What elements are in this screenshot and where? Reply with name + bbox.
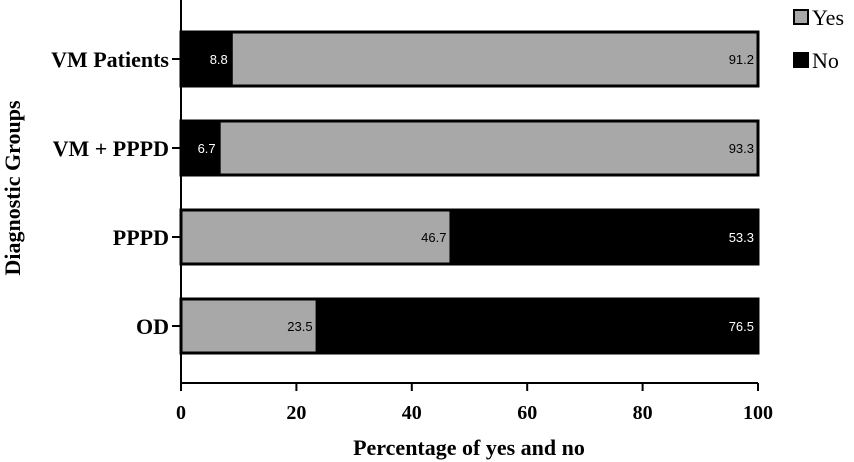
legend: Yes No (793, 5, 844, 73)
bar-vm-pppd-no (181, 121, 220, 175)
bar-pppd-yes (181, 210, 451, 264)
x-tick-label-80: 80 (633, 402, 653, 424)
data-label-vm-pppd-yes: 93.3 (729, 141, 754, 156)
x-tick-label-20: 20 (286, 402, 306, 424)
y-axis-title: Diagnostic Groups (0, 100, 25, 275)
data-label-pppd-no: 53.3 (729, 230, 754, 245)
axes-layer: VM Patients VM + PPPD PPPD OD 0 20 40 60 80 100 (51, 0, 773, 424)
legend-swatch-no (793, 52, 809, 68)
data-label-pppd-yes: 46.7 (421, 230, 446, 245)
bar-vm-pppd-yes (219, 121, 758, 175)
data-label-vm-pppd-no: 6.7 (198, 141, 216, 156)
data-label-od-no: 76.5 (729, 319, 754, 334)
data-label-vm-patients-no: 8.8 (210, 52, 228, 67)
legend-label-no: No (812, 48, 839, 73)
x-axis-title: Percentage of yes and no (353, 435, 585, 460)
x-tick-label-60: 60 (517, 402, 537, 424)
legend-swatch-yes (793, 9, 809, 25)
bar-od-no (316, 299, 758, 353)
bars-layer: 8.8 91.2 6.7 93.3 46.7 53.3 23.5 76.5 (179, 30, 760, 355)
data-label-vm-patients-yes: 91.2 (729, 52, 754, 67)
bar-vm-patients-no (181, 32, 232, 86)
x-tick-label-0: 0 (176, 402, 186, 424)
bar-vm-patients-yes (231, 32, 758, 86)
bar-od-yes (181, 299, 317, 353)
data-label-od-yes: 23.5 (287, 319, 312, 334)
bar-pppd-no (450, 210, 758, 264)
legend-label-yes: Yes (812, 5, 844, 30)
category-label-pppd: PPPD (113, 225, 169, 250)
category-label-vm-pppd: VM + PPPD (53, 136, 169, 161)
category-label-vm-patients: VM Patients (51, 47, 169, 72)
category-label-od: OD (136, 314, 169, 339)
x-tick-label-40: 40 (402, 402, 422, 424)
x-tick-label-100: 100 (743, 402, 773, 424)
